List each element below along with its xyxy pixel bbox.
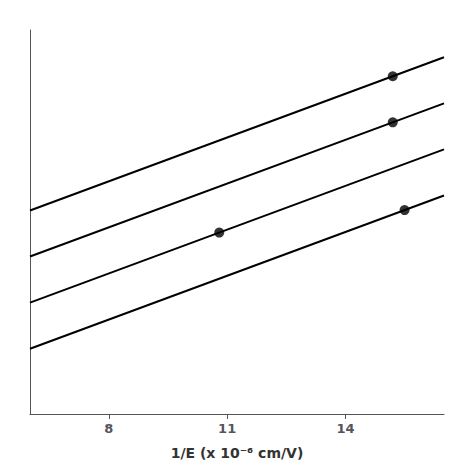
svg-text:11: 11 — [218, 421, 236, 436]
svg-text:14: 14 — [336, 421, 354, 436]
svg-text:1/E (x 10⁻⁶ cm/V): 1/E (x 10⁻⁶ cm/V) — [171, 445, 304, 461]
svg-text:8: 8 — [104, 421, 113, 436]
